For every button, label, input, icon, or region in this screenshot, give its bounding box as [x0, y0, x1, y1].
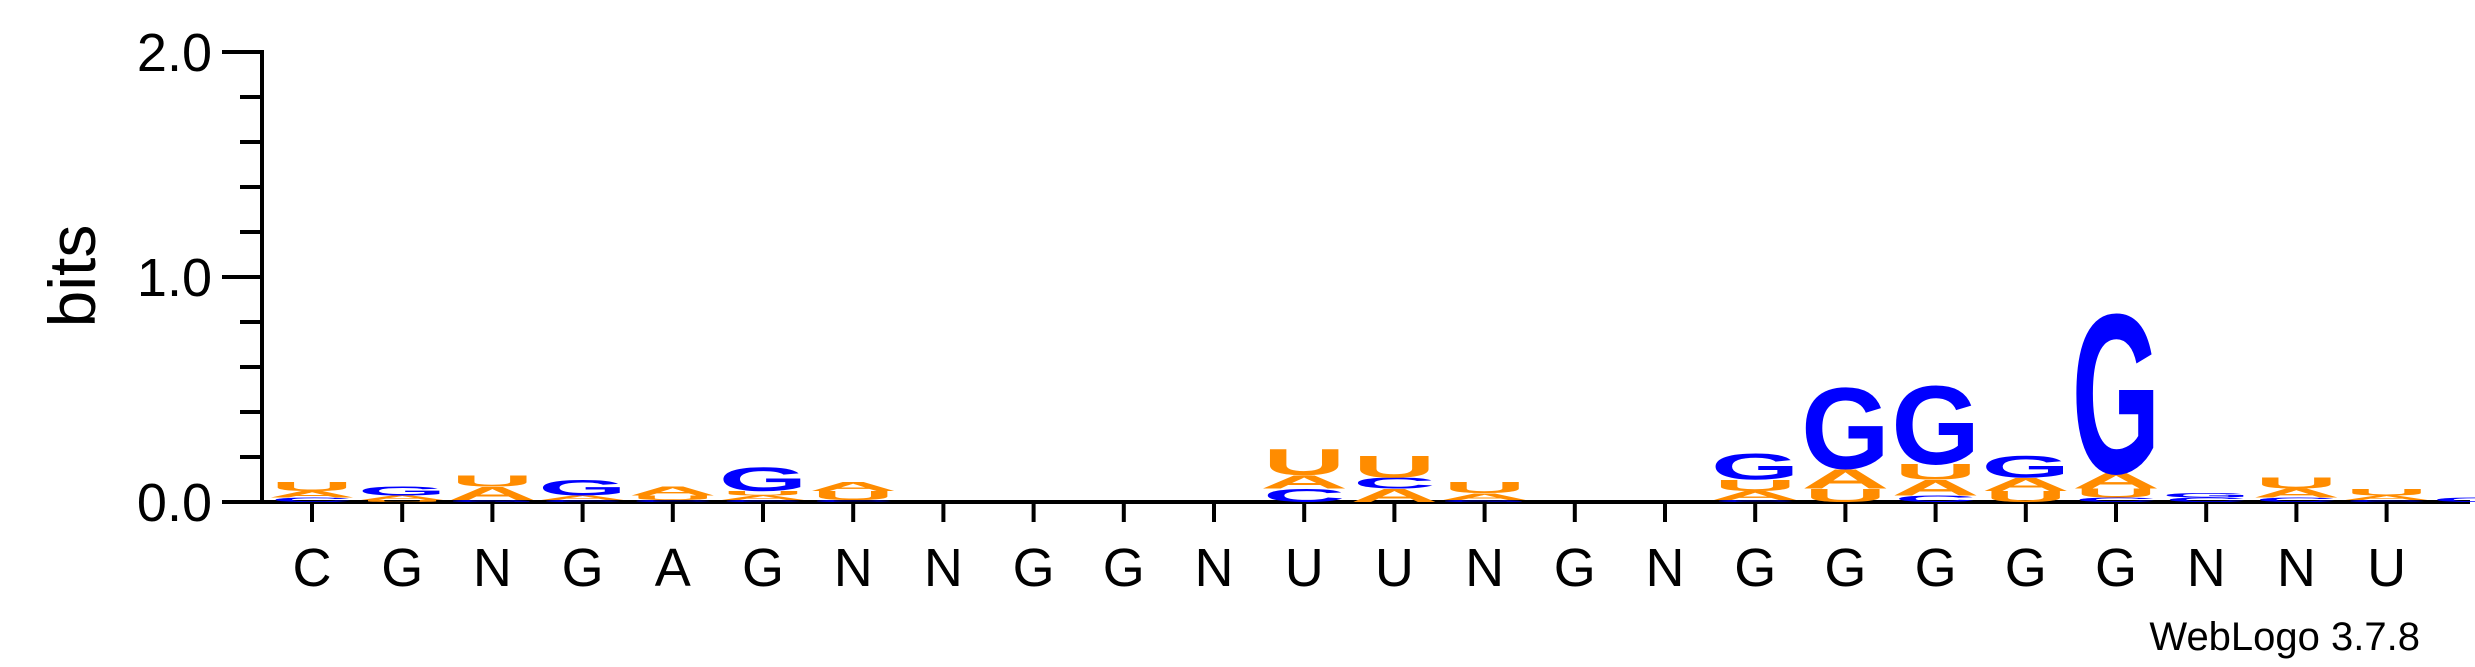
position-label: G: [2095, 538, 2137, 598]
logo-letter-c: C: [2075, 496, 2157, 503]
logo-letter-a: A: [2252, 486, 2340, 500]
logo-letter-a: A: [1711, 489, 1799, 503]
logo-letter-a: A: [1801, 463, 1889, 494]
position-label: N: [473, 538, 512, 598]
logo-letter-u: U: [2345, 487, 2427, 497]
weblogo-credit: WebLogo 3.7.8: [2149, 615, 2420, 659]
position-label: G: [2005, 538, 2047, 598]
logo-letter-u: U: [451, 472, 533, 489]
logo-letter-u: U: [271, 480, 353, 494]
position-label: G: [1103, 538, 1145, 598]
logo-letter-a: A: [1982, 474, 2070, 495]
logo-letter-a: A: [538, 494, 626, 501]
logo-letter-g: G: [1711, 445, 1800, 487]
position-label: G: [1915, 538, 1957, 598]
position-label: G: [562, 538, 604, 598]
position-label: N: [2187, 538, 2226, 598]
position-label: U: [2367, 538, 2406, 598]
logo-letter-c: C: [722, 499, 804, 502]
logo-letter-u: U: [361, 499, 443, 502]
logo-letter-c: C: [632, 499, 714, 502]
logo-letter-c: C: [2165, 496, 2247, 503]
position-label: G: [1013, 538, 1055, 598]
logo-letter-g: G: [1440, 499, 1529, 502]
position-label: N: [924, 538, 963, 598]
logo-letter-c: C: [2345, 499, 2427, 502]
logo-letter-a: A: [2342, 494, 2430, 501]
logo-letter-g: G: [1982, 449, 2071, 484]
logo-letter-c: C: [2255, 496, 2337, 503]
logo-letter-a: A: [1260, 472, 1348, 493]
position-label: N: [1465, 538, 1504, 598]
logo-letter-c: C: [1263, 485, 1345, 506]
position-label: N: [834, 538, 873, 598]
logo-letter-u: U: [1714, 477, 1796, 494]
logo-letter-c: C: [812, 499, 894, 502]
y-axis-ticks: 0.0 1.0 2.0: [137, 23, 262, 533]
logo-letter-u: U: [1443, 479, 1525, 496]
logo-letter-a: A: [1891, 475, 1979, 500]
logo-letter-a: A: [268, 489, 356, 499]
logo-letter-g: G: [2162, 492, 2251, 499]
y-tick-label: 2.0: [137, 23, 212, 83]
logo-letter-g: G: [1801, 364, 1890, 493]
logo-letter-g: G: [358, 484, 447, 498]
y-axis-title: bits: [35, 225, 109, 328]
logo-letter-g: G: [719, 460, 808, 498]
logo-letter-c: C: [541, 499, 623, 502]
position-label: N: [1195, 538, 1234, 598]
logo-letter-c: C: [1894, 494, 1976, 504]
logo-letter-u: U: [2075, 486, 2157, 500]
logo-letter-g: G: [2433, 496, 2475, 503]
position-label: G: [1824, 538, 1866, 598]
logo-letter-u: U: [1353, 449, 1435, 484]
logo-letter-u: U: [632, 494, 714, 501]
logo-letter-a: A: [1350, 485, 1438, 506]
logo-letter-a: A: [809, 480, 897, 494]
y-tick-label: 1.0: [137, 248, 212, 308]
logo-letter-a: A: [629, 484, 717, 498]
logo-letter-a: A: [2072, 469, 2160, 494]
position-label: U: [1285, 538, 1324, 598]
logo-letter-u: U: [1985, 488, 2067, 505]
logo-letter-a: A: [358, 494, 446, 501]
y-tick-label: 0.0: [137, 473, 212, 533]
logo-letter-a: A: [448, 483, 536, 504]
position-label: N: [1646, 538, 1685, 598]
position-label: G: [1734, 538, 1776, 598]
logo-letter-c: C: [1714, 499, 1796, 502]
logo-letter-g: G: [538, 476, 627, 500]
logo-letter-c: C: [1353, 474, 1435, 491]
logo-letter-u: U: [812, 489, 894, 503]
position-label: G: [1554, 538, 1596, 598]
position-label: A: [655, 538, 691, 598]
logo-letter-g: G: [1891, 362, 1980, 487]
position-label: C: [293, 538, 332, 598]
position-label: G: [742, 538, 784, 598]
logo-letter-g: G: [448, 499, 537, 502]
logo-letter-u: U: [2255, 474, 2337, 491]
logo-letter-g: G: [2072, 268, 2161, 522]
logo-letter-u: U: [1804, 485, 1886, 506]
position-label: N: [2277, 538, 2316, 598]
position-label: U: [1375, 538, 1414, 598]
position-label: G: [381, 538, 423, 598]
logo-letter-a: A: [719, 494, 807, 501]
logo-letter-a: A: [1440, 491, 1528, 501]
logo-letter-c: C: [271, 496, 353, 503]
logo-letter-u: U: [722, 490, 804, 497]
logo-letter-u: U: [1263, 441, 1345, 483]
logo-letter-u: U: [1894, 460, 1976, 484]
